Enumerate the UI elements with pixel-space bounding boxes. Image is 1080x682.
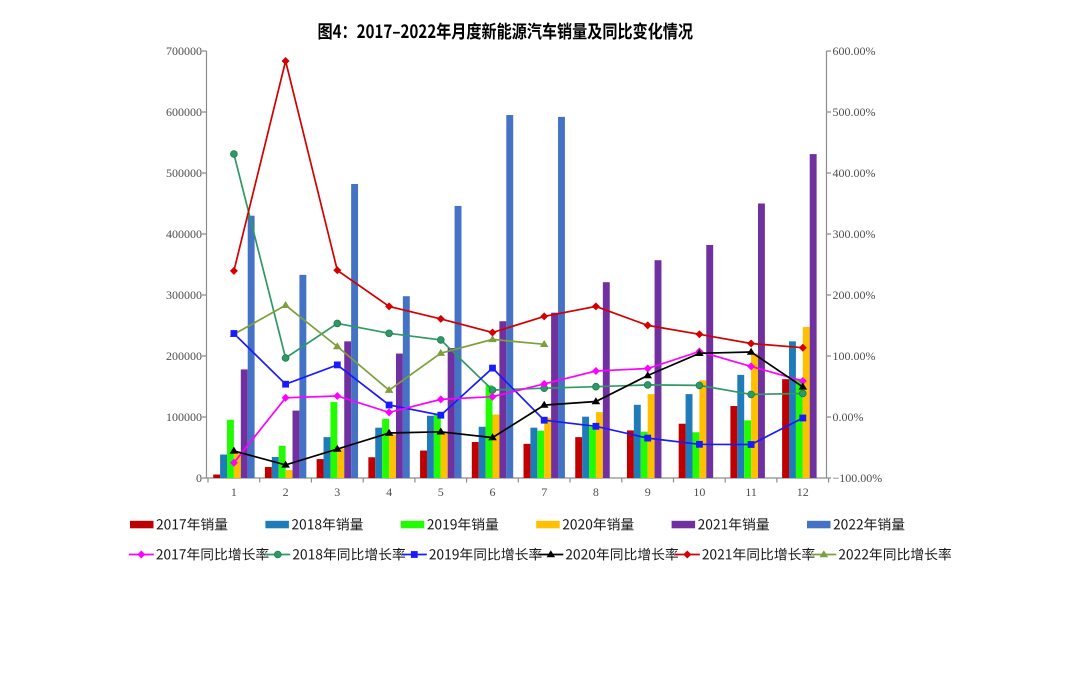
svg-text:6: 6 [490,485,496,499]
svg-text:10: 10 [693,485,705,499]
svg-text:7: 7 [541,485,547,499]
svg-text:5: 5 [438,485,444,499]
svg-text:300.00%: 300.00% [833,227,876,241]
svg-text:600000: 600000 [166,105,202,119]
svg-text:500000: 500000 [166,166,202,180]
svg-text:2: 2 [283,485,289,499]
svg-text:4: 4 [386,485,392,499]
svg-text:−100.00%: −100.00% [833,471,883,485]
svg-text:400000: 400000 [166,227,202,241]
svg-text:600.00%: 600.00% [833,44,876,58]
svg-text:400.00%: 400.00% [833,166,876,180]
svg-text:100.00%: 100.00% [833,349,876,363]
svg-text:0: 0 [196,471,202,485]
svg-text:8: 8 [593,485,599,499]
svg-text:0.00%: 0.00% [833,410,864,424]
svg-text:300000: 300000 [166,288,202,302]
svg-text:200000: 200000 [166,349,202,363]
svg-text:700000: 700000 [166,44,202,58]
svg-text:1: 1 [231,485,237,499]
svg-text:500.00%: 500.00% [833,105,876,119]
svg-text:100000: 100000 [166,410,202,424]
svg-text:12: 12 [797,485,809,499]
svg-text:11: 11 [745,485,757,499]
svg-text:9: 9 [645,485,651,499]
svg-text:3: 3 [334,485,340,499]
svg-text:200.00%: 200.00% [833,288,876,302]
